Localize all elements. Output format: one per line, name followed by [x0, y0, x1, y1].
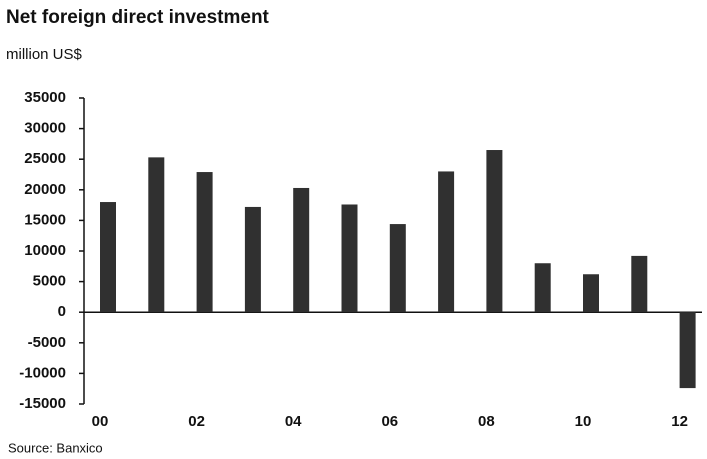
y-tick-label: 30000 [24, 120, 66, 137]
y-tick-label: 15000 [24, 211, 66, 228]
y-tick-label: 10000 [24, 242, 66, 259]
bar [244, 206, 261, 313]
x-tick-label: 06 [381, 413, 398, 430]
bar [583, 274, 599, 313]
bar [534, 263, 551, 313]
bar [293, 187, 310, 313]
y-tick-label: 35000 [24, 89, 66, 106]
x-tick-label: 10 [575, 413, 592, 430]
y-tick-label: 0 [58, 303, 66, 320]
x-tick-label: 12 [671, 413, 688, 430]
bar [148, 157, 165, 313]
bar [341, 204, 358, 313]
source: Source: Banxico [8, 440, 103, 455]
y-tick-label: -15000 [19, 395, 66, 412]
y-tick-label: 5000 [33, 273, 66, 290]
bar [389, 224, 406, 313]
y-tick-label: -10000 [19, 364, 66, 381]
chart-subtitle: million US$ [6, 46, 83, 63]
bar [196, 172, 213, 313]
bar [438, 171, 455, 313]
bar [100, 202, 116, 313]
x-tick-label: 00 [92, 413, 109, 430]
chart-title: Net foreign direct investment [6, 7, 270, 28]
y-tick-label: -5000 [28, 334, 66, 351]
x-tick-label: 02 [188, 413, 205, 430]
x-tick-label: 08 [478, 413, 495, 430]
y-tick-label: 25000 [24, 150, 66, 167]
bar [486, 150, 503, 313]
bar [631, 255, 648, 313]
x-tick-label: 04 [285, 413, 302, 430]
bar [679, 312, 696, 389]
y-tick-label: 20000 [24, 181, 66, 198]
